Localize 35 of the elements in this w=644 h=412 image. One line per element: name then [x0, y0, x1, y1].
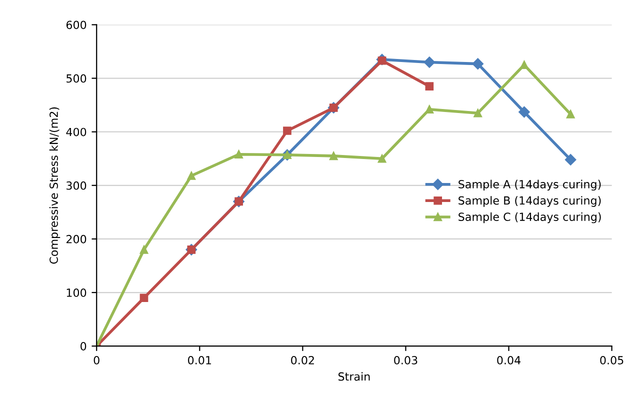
point [474, 108, 482, 118]
point [518, 106, 530, 118]
x-tick-label: 0 [94, 356, 100, 364]
point [234, 150, 243, 158]
y-tick-label: 100 [66, 288, 86, 297]
point [424, 56, 436, 68]
legend-label: Sample C (14days curing) [458, 212, 601, 224]
point [140, 246, 148, 254]
point [564, 154, 576, 166]
point [566, 110, 575, 118]
point [425, 105, 434, 114]
x-tick-label: 0.01 [188, 356, 211, 364]
point [140, 294, 148, 302]
x-tick-label: 0.03 [394, 356, 418, 364]
legend-label: Sample B (14days curing) [458, 196, 601, 207]
point [378, 154, 386, 163]
x-axis-title: Strain [338, 372, 370, 381]
y-tick-label: 0 [80, 342, 86, 350]
point [472, 58, 484, 70]
x-tick-label: 0.05 [600, 356, 624, 364]
y-tick-label: 600 [66, 20, 86, 30]
legend-label: Sample A (14days curing) [458, 180, 601, 191]
point [187, 172, 196, 180]
point [520, 60, 528, 70]
y-axis-title: Compressive Stress kN/(m2) [49, 107, 60, 264]
x-tick-label: 0.02 [291, 356, 314, 364]
point [329, 152, 338, 160]
y-tick-label: 200 [66, 234, 86, 244]
point [378, 56, 386, 65]
point [425, 82, 434, 90]
point [283, 126, 292, 135]
y-tick-label: 400 [66, 128, 86, 136]
y-tick-label: 300 [66, 181, 86, 190]
y-tick-label: 500 [66, 74, 86, 83]
x-tick-label: 0.04 [497, 356, 521, 364]
